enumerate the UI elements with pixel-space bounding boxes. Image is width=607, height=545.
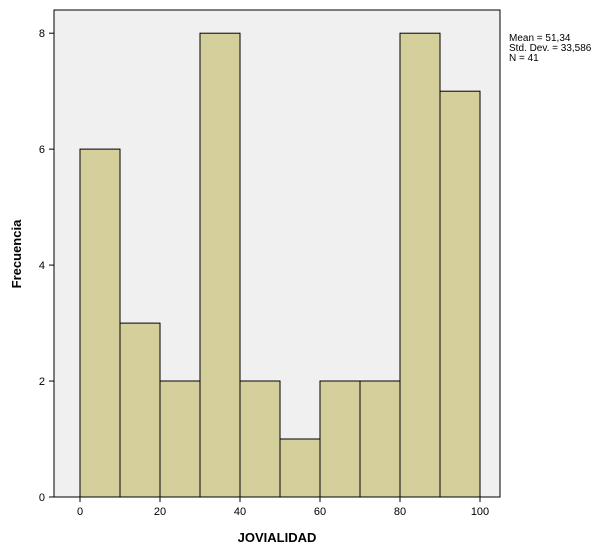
histogram-bar-7	[319, 380, 361, 498]
histogram-bar-3	[159, 380, 201, 498]
histogram-bar-1	[79, 148, 121, 498]
x-tick-label: 40	[234, 506, 246, 518]
x-tick-label: 0	[77, 506, 83, 518]
y-axis-title: Frecuencia	[9, 219, 24, 288]
histogram-bar-10	[439, 90, 481, 498]
histogram-bar-8	[359, 380, 401, 498]
x-tick-label: 60	[314, 506, 326, 518]
bars-group	[79, 32, 481, 498]
x-tick-label: 20	[154, 506, 166, 518]
stats-legend: Mean = 51,34 Std. Dev. = 33,586 N = 41	[509, 34, 591, 64]
histogram-bar-5	[239, 380, 281, 498]
mean-stat: Mean = 51,34	[509, 33, 571, 44]
histogram-bar-6	[279, 438, 321, 498]
y-tick-label: 0	[39, 492, 45, 504]
y-axis: 0 2 4 6 8	[39, 28, 54, 504]
y-tick-label: 6	[39, 144, 45, 156]
n-stat: N = 41	[509, 53, 539, 64]
x-axis-title: JOVIALIDAD	[238, 530, 317, 545]
y-tick-label: 2	[39, 376, 45, 388]
y-tick-label: 4	[39, 260, 45, 272]
histogram-bar-2	[119, 322, 161, 498]
histogram-bar-4	[199, 32, 241, 498]
y-tick-label: 8	[39, 28, 45, 40]
std-dev-stat: Std. Dev. = 33,586	[509, 43, 592, 54]
x-tick-label: 100	[471, 506, 489, 518]
x-tick-label: 80	[394, 506, 406, 518]
x-axis: 0 20 40 60 80 100	[77, 497, 489, 518]
histogram-bar-9	[399, 32, 441, 498]
